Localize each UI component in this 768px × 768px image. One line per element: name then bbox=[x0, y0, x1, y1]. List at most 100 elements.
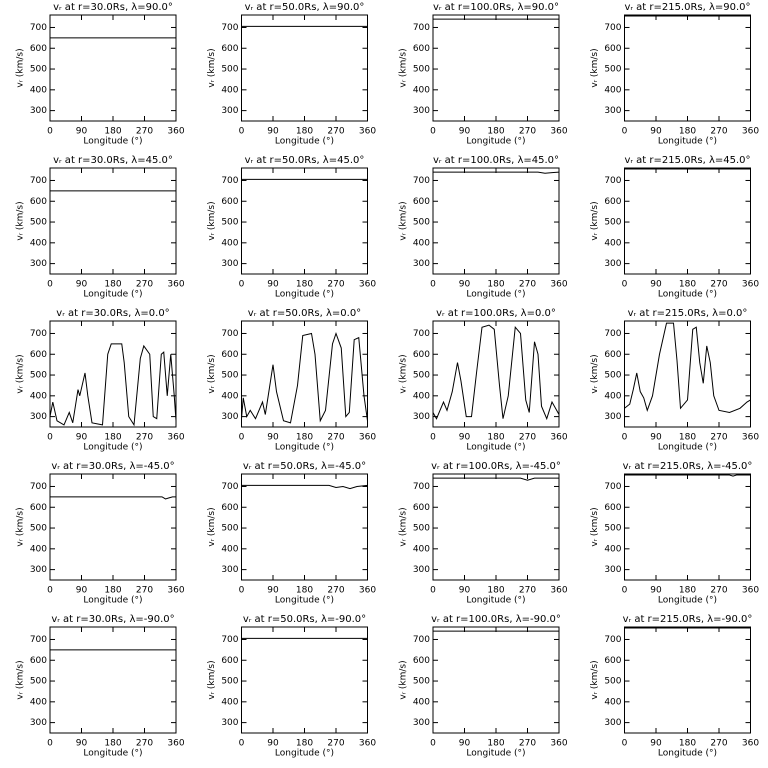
y-axis-label: vᵣ (km/s) bbox=[16, 507, 26, 546]
x-tick-label: 360 bbox=[550, 739, 567, 749]
x-axis-label: Longitude (°) bbox=[466, 749, 525, 759]
x-tick-label: 270 bbox=[519, 433, 536, 443]
y-tick-label: 700 bbox=[604, 23, 621, 33]
y-tick-label: 300 bbox=[604, 412, 621, 422]
x-axis-label: Longitude (°) bbox=[466, 137, 525, 147]
y-tick-label: 600 bbox=[413, 197, 430, 207]
plot-frame bbox=[432, 14, 560, 122]
x-tick-label: 360 bbox=[167, 739, 184, 749]
y-tick-label: 600 bbox=[604, 656, 621, 666]
y-tick-label: 600 bbox=[413, 350, 430, 360]
x-tick-label: 360 bbox=[167, 127, 184, 137]
x-tick-label: 270 bbox=[136, 433, 153, 443]
y-tick-label: 700 bbox=[604, 635, 621, 645]
y-tick-label: 300 bbox=[604, 565, 621, 575]
x-tick-label: 270 bbox=[136, 586, 153, 596]
x-tick-label: 0 bbox=[430, 127, 436, 137]
y-axis-label: vᵣ (km/s) bbox=[16, 660, 26, 699]
x-tick-label: 0 bbox=[47, 280, 53, 290]
y-tick-label: 700 bbox=[221, 176, 238, 186]
y-tick-label: 400 bbox=[604, 85, 621, 95]
x-tick-label: 360 bbox=[742, 280, 759, 290]
x-tick-label: 90 bbox=[459, 127, 471, 137]
x-tick-label: 180 bbox=[104, 586, 121, 596]
plot-frame bbox=[49, 473, 177, 581]
y-tick-label: 400 bbox=[413, 544, 430, 554]
panel-title: vᵣ at r=50.0Rs, λ=-90.0° bbox=[243, 614, 366, 625]
panel-title: vᵣ at r=100.0Rs, λ=0.0° bbox=[436, 308, 556, 319]
y-axis-label: vᵣ (km/s) bbox=[590, 48, 600, 87]
x-tick-label: 270 bbox=[710, 739, 727, 749]
x-tick-label: 270 bbox=[327, 433, 344, 443]
plot-frame bbox=[49, 167, 177, 275]
y-tick-label: 400 bbox=[30, 697, 47, 707]
x-tick-label: 90 bbox=[76, 127, 88, 137]
y-tick-label: 400 bbox=[413, 238, 430, 248]
y-axis-label: vᵣ (km/s) bbox=[399, 354, 409, 393]
x-tick-label: 90 bbox=[267, 586, 279, 596]
panel-title: vᵣ at r=100.0Rs, λ=90.0° bbox=[433, 2, 559, 13]
panel-title: vᵣ at r=215.0Rs, λ=-90.0° bbox=[623, 614, 753, 625]
y-tick-label: 600 bbox=[413, 656, 430, 666]
panel-title: vᵣ at r=50.0Rs, λ=90.0° bbox=[245, 2, 365, 13]
plot-frame bbox=[624, 14, 751, 122]
y-tick-label: 500 bbox=[604, 524, 621, 534]
y-axis-label: vᵣ (km/s) bbox=[399, 201, 409, 240]
x-tick-label: 0 bbox=[239, 127, 245, 137]
x-tick-label: 270 bbox=[136, 739, 153, 749]
x-tick-label: 270 bbox=[327, 586, 344, 596]
y-tick-label: 600 bbox=[604, 503, 621, 513]
y-axis-label: vᵣ (km/s) bbox=[590, 354, 600, 393]
plot-frame bbox=[241, 473, 368, 581]
x-tick-label: 270 bbox=[519, 586, 536, 596]
plot-frame bbox=[49, 14, 177, 122]
y-axis-label: vᵣ (km/s) bbox=[207, 354, 217, 393]
y-axis-label: vᵣ (km/s) bbox=[16, 48, 26, 87]
x-tick-label: 0 bbox=[47, 739, 53, 749]
x-tick-label: 270 bbox=[710, 127, 727, 137]
x-axis-label: Longitude (°) bbox=[658, 137, 717, 147]
y-tick-label: 500 bbox=[413, 371, 430, 381]
y-tick-label: 300 bbox=[221, 106, 238, 116]
x-tick-label: 360 bbox=[550, 280, 567, 290]
y-tick-label: 300 bbox=[604, 259, 621, 269]
panel-title: vᵣ at r=215.0Rs, λ=-45.0° bbox=[623, 461, 753, 472]
x-axis-label: Longitude (°) bbox=[275, 443, 334, 453]
x-tick-label: 90 bbox=[650, 127, 662, 137]
x-tick-label: 360 bbox=[550, 127, 567, 137]
panel-title: vᵣ at r=100.0Rs, λ=-45.0° bbox=[431, 461, 561, 472]
x-axis-label: Longitude (°) bbox=[466, 596, 525, 606]
x-tick-label: 0 bbox=[47, 127, 53, 137]
x-tick-label: 270 bbox=[519, 280, 536, 290]
x-tick-label: 90 bbox=[76, 280, 88, 290]
y-tick-label: 300 bbox=[30, 106, 47, 116]
y-tick-label: 400 bbox=[413, 391, 430, 401]
x-tick-label: 360 bbox=[359, 739, 376, 749]
panel-title: vᵣ at r=100.0Rs, λ=45.0° bbox=[433, 155, 559, 166]
x-tick-label: 180 bbox=[679, 433, 696, 443]
y-tick-label: 700 bbox=[413, 23, 430, 33]
x-tick-label: 180 bbox=[487, 127, 504, 137]
data-line bbox=[624, 474, 751, 477]
x-tick-label: 180 bbox=[296, 586, 313, 596]
x-tick-label: 270 bbox=[327, 280, 344, 290]
y-tick-label: 300 bbox=[413, 718, 430, 728]
y-tick-label: 600 bbox=[30, 350, 47, 360]
x-tick-label: 90 bbox=[267, 280, 279, 290]
x-tick-label: 270 bbox=[710, 586, 727, 596]
x-tick-label: 180 bbox=[487, 586, 504, 596]
x-tick-label: 180 bbox=[679, 127, 696, 137]
y-tick-label: 400 bbox=[30, 544, 47, 554]
x-tick-label: 360 bbox=[742, 586, 759, 596]
y-tick-label: 500 bbox=[30, 218, 47, 228]
y-tick-label: 400 bbox=[221, 391, 238, 401]
x-tick-label: 90 bbox=[459, 586, 471, 596]
y-tick-label: 500 bbox=[221, 65, 238, 75]
x-tick-label: 360 bbox=[742, 739, 759, 749]
y-tick-label: 600 bbox=[221, 197, 238, 207]
y-tick-label: 500 bbox=[30, 65, 47, 75]
x-tick-label: 0 bbox=[622, 280, 628, 290]
y-tick-label: 300 bbox=[221, 565, 238, 575]
y-tick-label: 700 bbox=[221, 482, 238, 492]
